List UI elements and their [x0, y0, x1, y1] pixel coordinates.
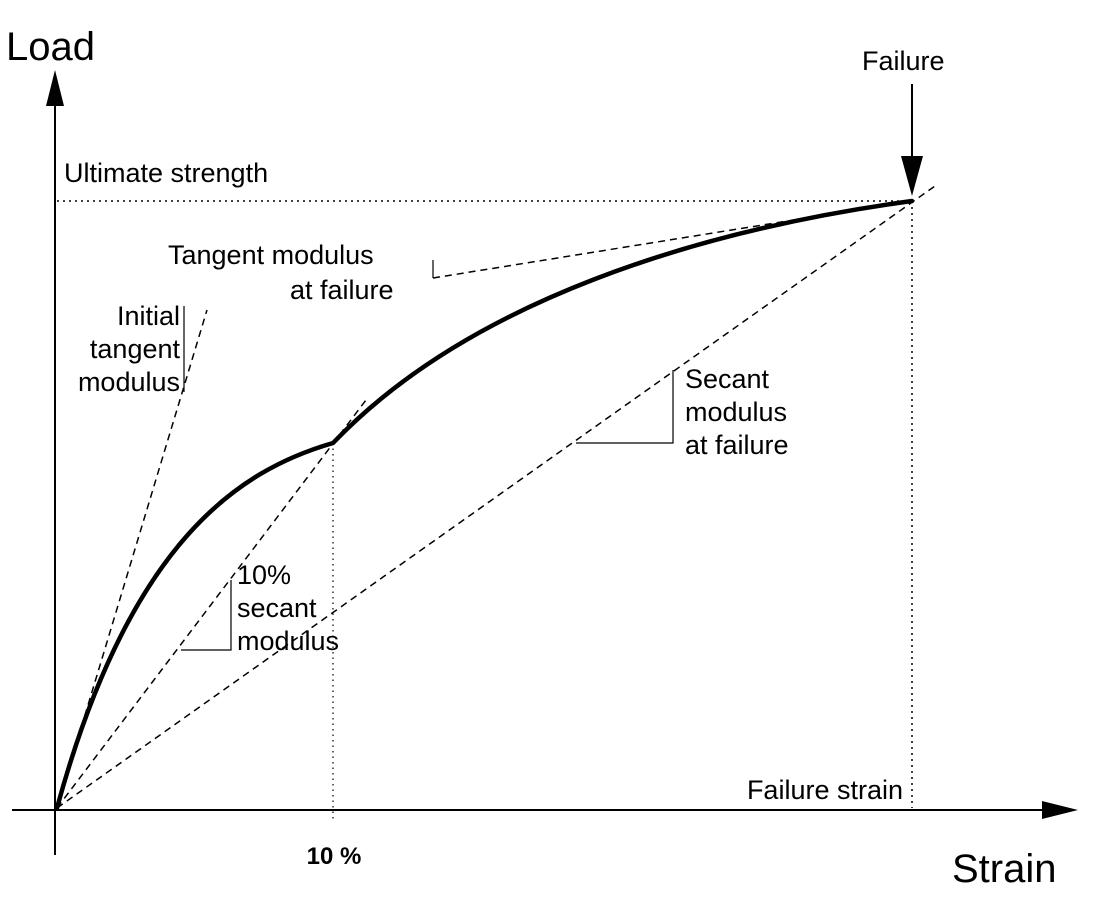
secant-10-label-line1: 10%: [237, 560, 291, 590]
secant-10-label-line2: secant: [237, 593, 317, 623]
secant-failure-bracket: [576, 370, 674, 444]
load-strain-curve: [54, 198, 915, 811]
failure-strain-label: Failure strain: [747, 775, 903, 805]
failure-arrow-head: [901, 156, 923, 196]
secant-10-label-line3: modulus: [237, 626, 339, 656]
failure-label: Failure: [862, 46, 945, 76]
secant-failure-label-line3: at failure: [685, 430, 789, 460]
secant-failure-label-line1: Secant: [685, 364, 770, 394]
tangent-modulus-label-line2: at failure: [290, 275, 394, 305]
y-axis-arrow: [46, 70, 64, 106]
initial-tangent-label-line1: Initial: [117, 301, 180, 331]
secant-failure-label-line2: modulus: [685, 397, 787, 427]
secant-failure-line: [56, 185, 936, 809]
y-axis-title: Load: [6, 25, 95, 69]
ten-percent-tick-label: 10 %: [307, 843, 362, 870]
tangent-failure-line: [432, 200, 913, 279]
x-axis-arrow: [1042, 801, 1078, 819]
tangent-modulus-label-line1: Tangent modulus: [168, 240, 374, 270]
x-axis-title: Strain: [952, 847, 1057, 891]
secant-10-line: [56, 399, 367, 809]
ultimate-strength-label: Ultimate strength: [64, 158, 268, 188]
secant-10-bracket: [181, 580, 232, 651]
initial-tangent-label-line3: modulus: [78, 367, 180, 397]
initial-tangent-label-line2: tangent: [90, 334, 181, 364]
